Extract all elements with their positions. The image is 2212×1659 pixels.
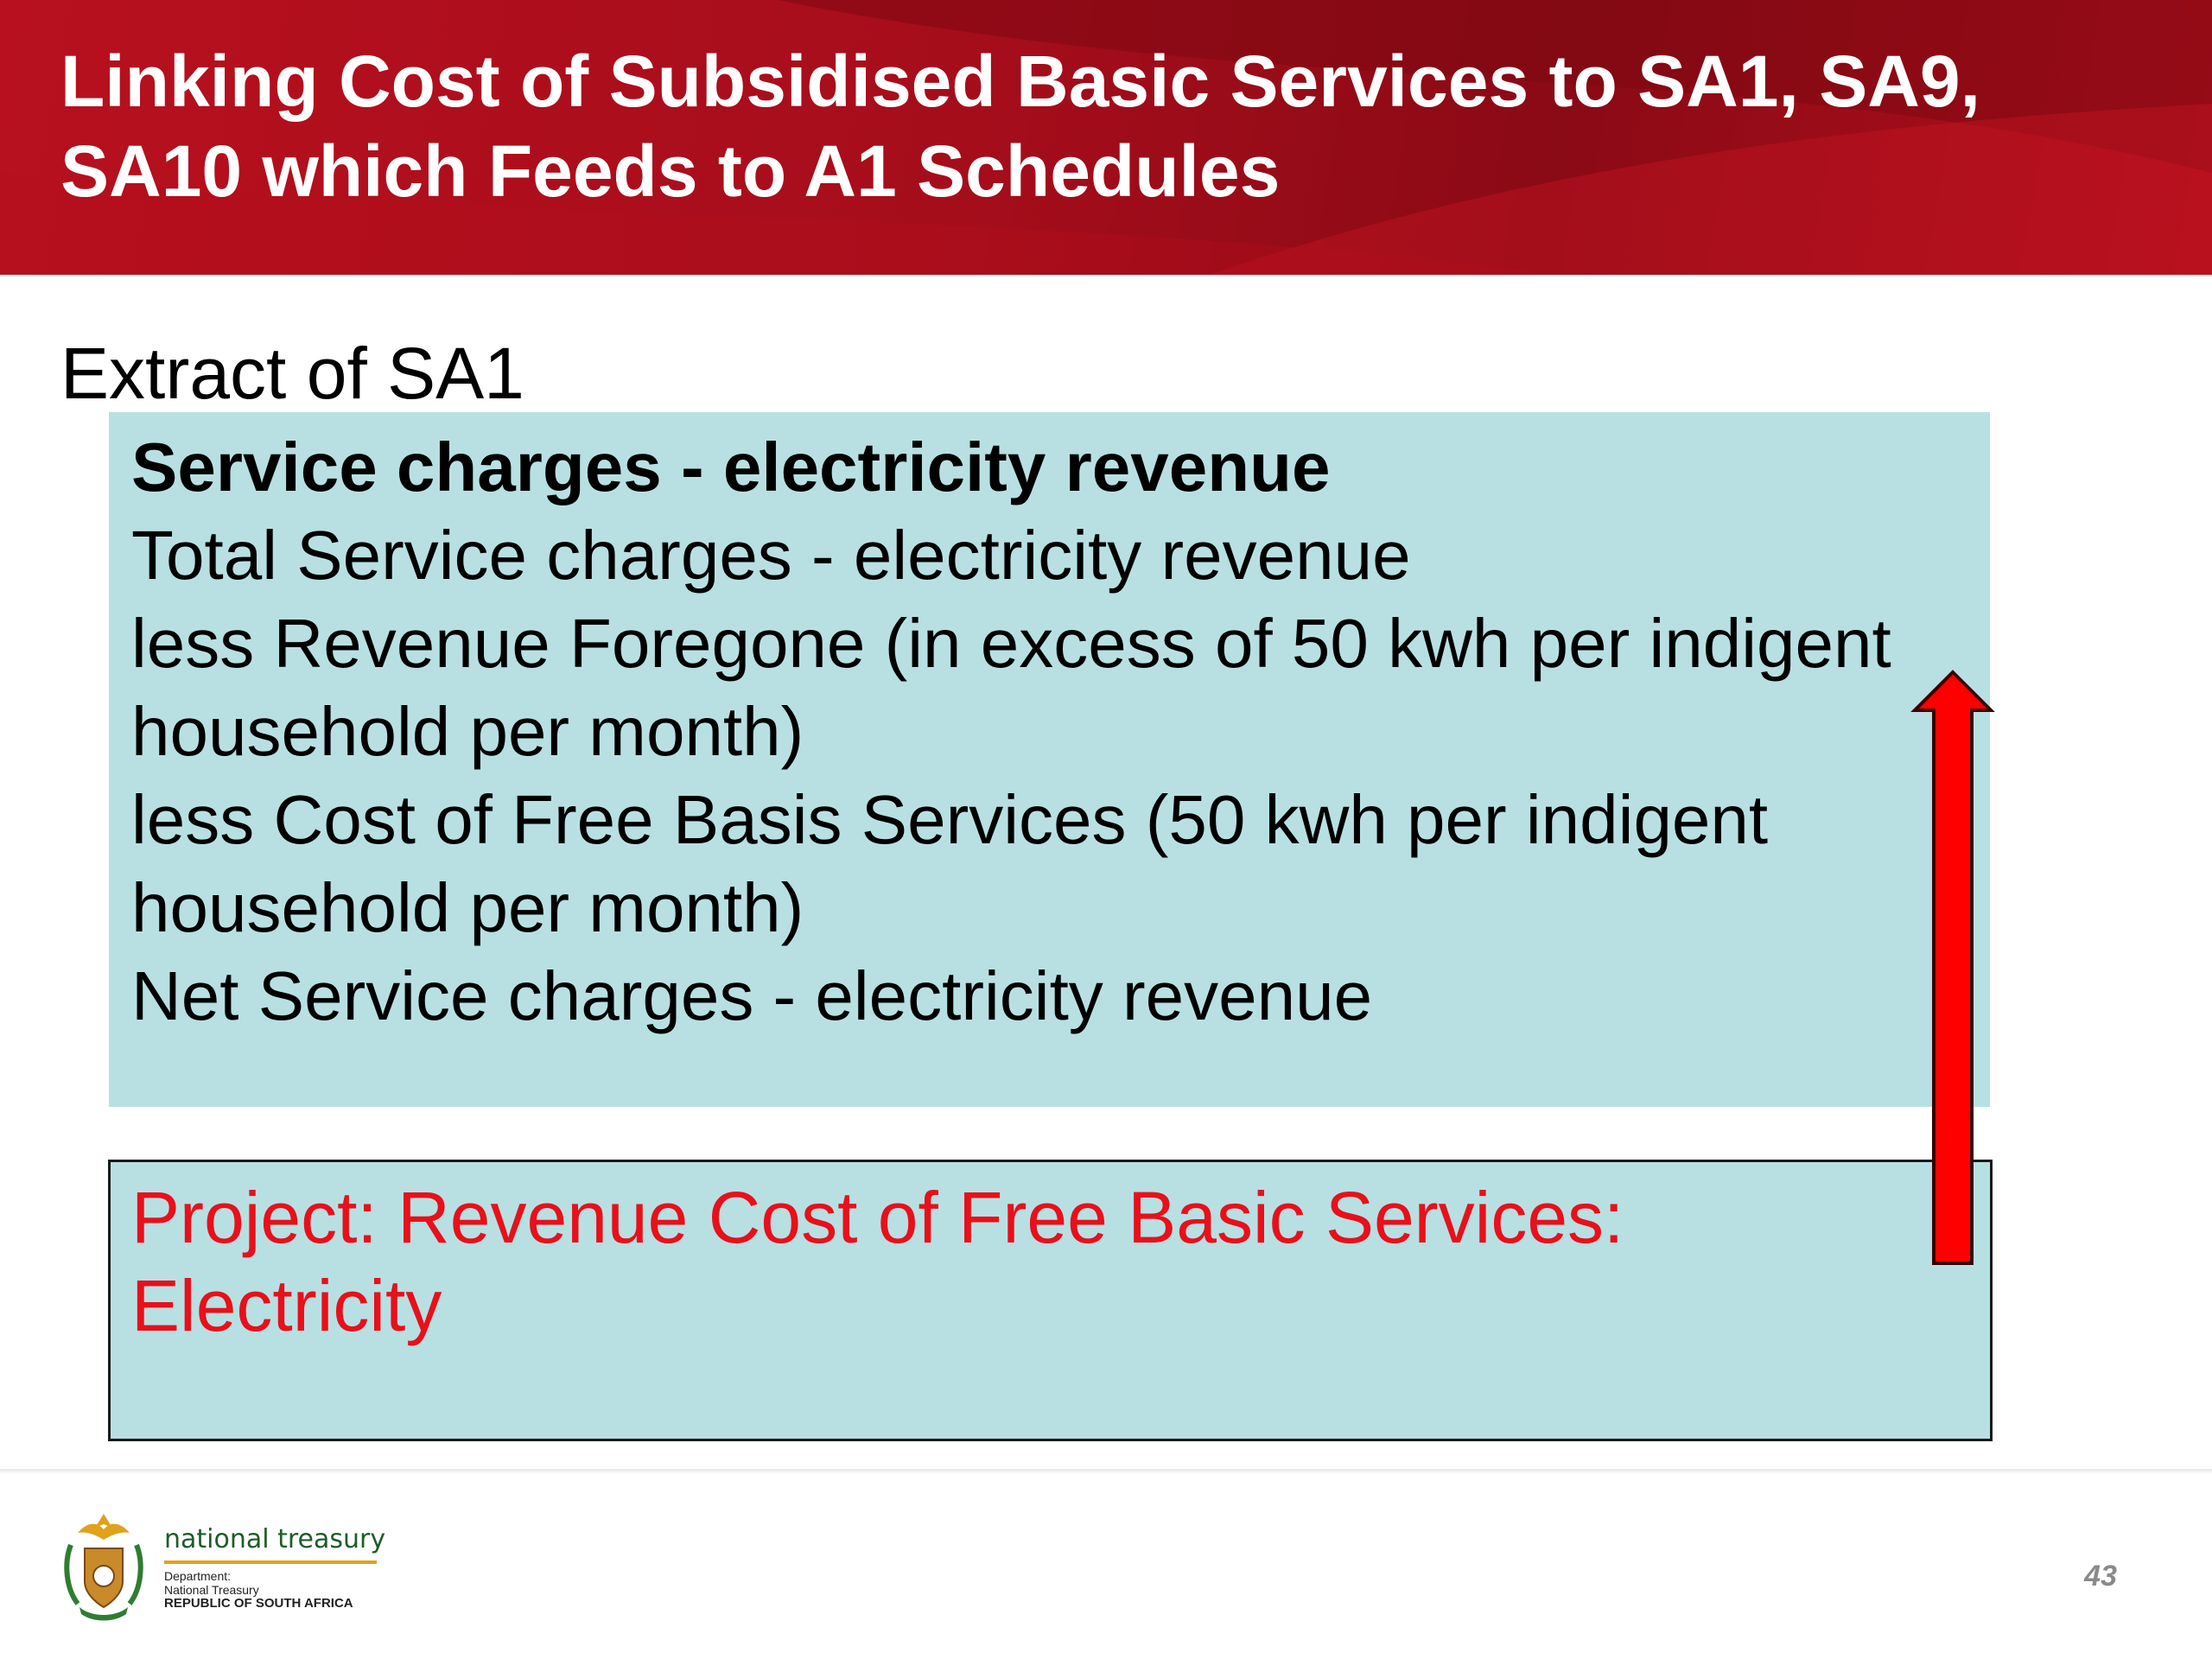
sa1-extract-box — [109, 412, 1990, 1107]
logo-department: Department: National Treasury REPUBLIC O… — [164, 1569, 353, 1611]
sa1-line-net: Net Service charges - electricity revenu… — [131, 957, 1373, 1034]
project-box — [108, 1160, 1993, 1441]
slide-title: Linking Cost of Subsidised Basic Service… — [60, 41, 1980, 212]
footer-divider — [0, 1469, 2212, 1474]
banner-swoosh — [0, 0, 2212, 275]
coat-of-arms-icon — [64, 1514, 143, 1621]
page-number: 43 — [2084, 1560, 2117, 1592]
up-arrow-icon — [1910, 670, 1995, 1265]
sa1-extract-lines: Service charges - electricity revenue To… — [131, 423, 1989, 1040]
sa1-line-free-basic-cost: less Cost of Free Basis Services (50 kwh… — [131, 781, 1769, 946]
logo-dept-line1: Department: — [164, 1569, 232, 1583]
sa1-line-revenue-foregone: less Revenue Foregone (in excess of 50 k… — [131, 605, 1891, 770]
logo-underline — [164, 1560, 377, 1564]
title-banner: Linking Cost of Subsidised Basic Service… — [0, 0, 2212, 275]
sa1-line-heading: Service charges - electricity revenue — [131, 429, 1331, 505]
logo-name: national treasury — [164, 1524, 386, 1554]
project-text: Project: Revenue Cost of Free Basic Serv… — [131, 1177, 1624, 1346]
logo-country: REPUBLIC OF SOUTH AFRICA — [164, 1596, 353, 1611]
sa1-line-total: Total Service charges - electricity reve… — [131, 517, 1411, 594]
logo-dept-line2: National Treasury — [164, 1583, 259, 1597]
national-treasury-logo: national treasury Department: National T… — [60, 1510, 389, 1631]
extract-label: Extract of SA1 — [60, 333, 524, 414]
